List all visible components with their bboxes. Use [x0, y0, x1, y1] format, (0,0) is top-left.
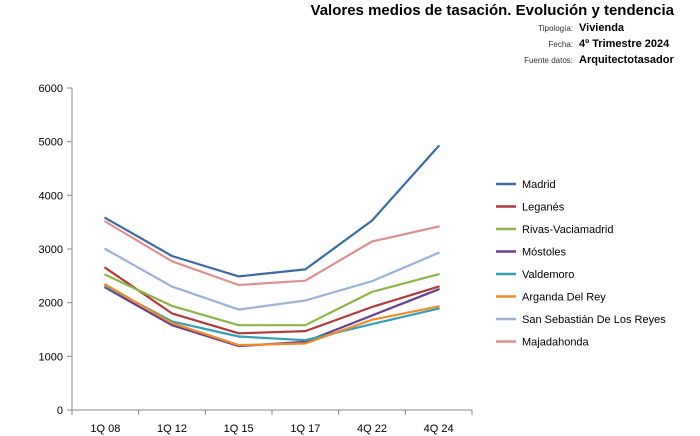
meta-value: Arquitectotasador [579, 54, 674, 66]
y-tick-label: 0 [57, 405, 63, 417]
y-tick-label: 5000 [39, 137, 63, 149]
legend-label: Arganda Del Rey [522, 292, 606, 304]
x-tick-label: 1Q 15 [224, 423, 254, 435]
series-line-arganda-del-rey [104, 283, 440, 347]
legend-label: Leganés [522, 202, 565, 214]
chart-header: Valores medios de tasación. Evolución y … [254, 2, 674, 68]
meta-label: Fuente datos: [524, 56, 573, 65]
legend-label: Madrid [522, 179, 556, 191]
meta-row-tipologia: Tipología: Vivienda [254, 21, 674, 36]
y-tick-label: 4000 [39, 190, 63, 202]
meta-row-fecha: Fecha: 4º Trimestre 2024 [254, 37, 674, 52]
y-tick-label: 2000 [39, 298, 63, 310]
meta-row-fuente: Fuente datos: Arquitectotasador [254, 53, 674, 68]
x-tick-label: 1Q 12 [157, 423, 187, 435]
meta-value: 4º Trimestre 2024 [579, 38, 670, 50]
x-tick-label: 4Q 24 [424, 423, 454, 435]
legend-label: Rivas-Vaciamadrid [522, 224, 614, 236]
legend-label: Valdemoro [522, 269, 574, 281]
y-tick-label: 1000 [39, 351, 63, 363]
chart-title: Valores medios de tasación. Evolución y … [310, 2, 674, 19]
x-tick-label: 4Q 22 [357, 423, 387, 435]
series-line-san-sebasti-n-de-los-reyes [104, 247, 440, 311]
series-line-legan-s [104, 266, 440, 335]
meta-value: Vivienda [579, 22, 625, 34]
meta-label: Tipología: [538, 24, 573, 33]
series-line-majadahonda [104, 220, 440, 287]
legend-label: Majadahonda [522, 337, 590, 349]
legend-label: Móstoles [522, 247, 567, 259]
meta-label: Fecha: [548, 40, 573, 49]
x-tick-label: 1Q 17 [290, 423, 320, 435]
y-tick-label: 3000 [39, 244, 63, 256]
series-line-rivas-vaciamadrid [104, 273, 440, 327]
legend-label: San Sebastián De Los Reyes [522, 314, 666, 326]
y-tick-label: 6000 [39, 83, 63, 95]
x-tick-label: 1Q 08 [90, 423, 120, 435]
series-line-madrid [104, 144, 440, 278]
